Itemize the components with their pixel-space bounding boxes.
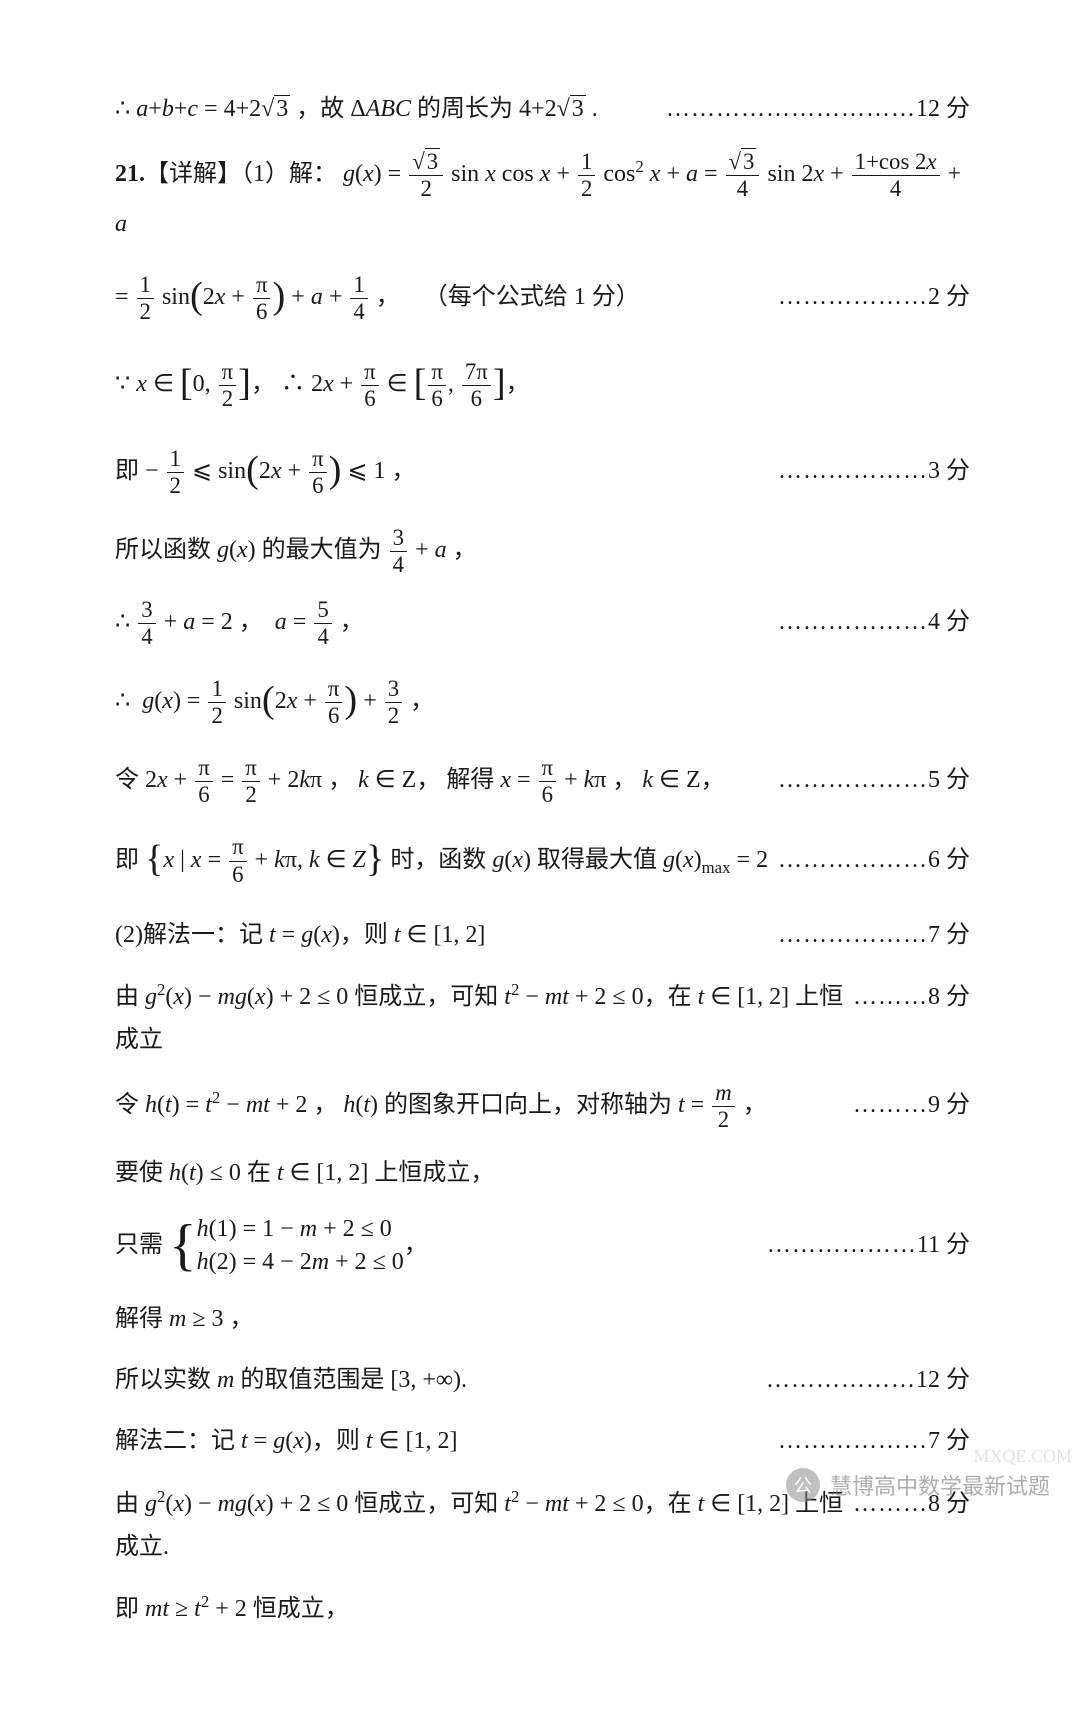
line-content: 由 g2(x) − mg(x) + 2 ≤ 0 恒成立，可知 t2 − mt +… [115,975,853,1062]
line-content: ∵ x ∈ [0, π2]， ∴ 2x + π6 ∈ [π6, 7π6]， [115,351,530,420]
solution-line: ∴ 34 + a = 2 ， a = 54 ， 4 分 [115,597,970,650]
line-content: 由 g2(x) − mg(x) + 2 ≤ 0 恒成立，可知 t2 − mt +… [115,1482,853,1569]
line-content: 即 mt ≥ t2 + 2 恒成立， [115,1587,349,1631]
line-content: 要使 h(t) ≤ 0 在 t ∈ [1, 2] 上恒成立， [115,1152,494,1195]
line-content: 21.【详解】（1）解： g(x) = 32 sin x cos x + 12 … [115,149,970,246]
line-content: 所以实数 m 的取值范围是 [3, +∞). [115,1359,467,1402]
solution-line: 即 {x | x = π6 + kπ, k ∈ Z} 时，函数 g(x) 取得最… [115,827,970,896]
line-content: = 12 sin(2x + π6) + a + 14 ， （每个公式给 1 分） [115,264,640,333]
score-marker: 4 分 [778,601,970,644]
solution-line: 令 h(t) = t2 − mt + 2 ， h(t) 的图象开口向上，对称轴为… [115,1080,970,1133]
line-content: 解法二：记 t = g(x)，则 t ∈ [1, 2] [115,1420,457,1463]
score-marker: 7 分 [778,1420,970,1463]
score-marker: 12 分 [666,88,970,131]
line-content: ∴ g(x) = 12 sin(2x + π6) + 32 ， [115,668,434,737]
solution-line: 要使 h(t) ≤ 0 在 t ∈ [1, 2] 上恒成立， [115,1152,970,1195]
score-marker: 8 分 [853,976,970,1019]
score-marker: 11 分 [767,1224,970,1267]
line-content: 即 − 12 ⩽ sin(2x + π6) ⩽ 1 ， [115,438,416,507]
solution-line: 所以函数 g(x) 的最大值为 34 + a ， [115,525,970,578]
solution-line: 只需 {h(1) = 1 − m + 2 ≤ 0h(2) = 4 − 2m + … [115,1213,970,1280]
solution-line: 所以实数 m 的取值范围是 [3, +∞). 12 分 [115,1359,970,1402]
line-content: 令 2x + π6 = π2 + 2kπ ， k ∈ Z， 解得 x = π6 … [115,755,725,808]
solution-line: 即 − 12 ⩽ sin(2x + π6) ⩽ 1 ， 3 分 [115,438,970,507]
watermark-text: 慧博高中数学最新试题 [830,1469,1050,1501]
score-marker: 2 分 [778,276,970,319]
watermark-footer: 公 慧博高中数学最新试题 [786,1468,1050,1502]
solution-line: ∵ x ∈ [0, π2]， ∴ 2x + π6 ∈ [π6, 7π6]， [115,351,970,420]
solution-line: = 12 sin(2x + π6) + a + 14 ， （每个公式给 1 分）… [115,264,970,333]
line-content: ∴ a+b+c = 4+23 ，故 ΔABC 的周长为 4+23 . [115,88,598,131]
watermark-icon: 公 [786,1468,820,1502]
solution-line: 21.【详解】（1）解： g(x) = 32 sin x cos x + 12 … [115,149,970,246]
score-marker: 7 分 [778,914,970,957]
solution-line: 即 mt ≥ t2 + 2 恒成立， [115,1587,970,1631]
watermark-right: MXQE.COM [973,1446,1072,1467]
line-content: 令 h(t) = t2 − mt + 2 ， h(t) 的图象开口向上，对称轴为… [115,1080,767,1133]
solution-line: ∴ a+b+c = 4+23 ，故 ΔABC 的周长为 4+23 . 12 分 [115,88,970,131]
solution-body: ∴ a+b+c = 4+23 ，故 ΔABC 的周长为 4+23 . 12 分 21… [115,88,970,1631]
solution-line: ∴ g(x) = 12 sin(2x + π6) + 32 ， [115,668,970,737]
score-marker: 9 分 [853,1084,970,1127]
solution-line: 由 g2(x) − mg(x) + 2 ≤ 0 恒成立，可知 t2 − mt +… [115,975,970,1062]
line-content: 即 {x | x = π6 + kπ, k ∈ Z} 时，函数 g(x) 取得最… [115,827,768,896]
solution-line: 令 2x + π6 = π2 + 2kπ ， k ∈ Z， 解得 x = π6 … [115,755,970,808]
solution-line: 解得 m ≥ 3 ， [115,1298,970,1341]
line-content: 所以函数 g(x) 的最大值为 34 + a ， [115,525,477,578]
document-page: ∴ a+b+c = 4+23 ，故 ΔABC 的周长为 4+23 . 12 分 21… [0,0,1080,1709]
line-content: (2)解法一：记 t = g(x)，则 t ∈ [1, 2] [115,914,485,957]
line-content: 解得 m ≥ 3 ， [115,1298,254,1341]
line-content: 只需 {h(1) = 1 − m + 2 ≤ 0h(2) = 4 − 2m + … [115,1213,428,1280]
solution-line: (2)解法一：记 t = g(x)，则 t ∈ [1, 2] 7 分 [115,914,970,957]
score-marker: 5 分 [778,759,970,802]
solution-line: 解法二：记 t = g(x)，则 t ∈ [1, 2] 7 分 [115,1420,970,1463]
score-marker: 6 分 [778,839,970,882]
line-content: ∴ 34 + a = 2 ， a = 54 ， [115,597,364,650]
score-marker: 3 分 [778,450,970,493]
score-marker: 12 分 [766,1359,970,1402]
